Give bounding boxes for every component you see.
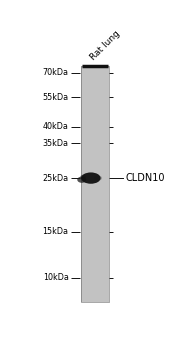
Ellipse shape [81,173,101,184]
Ellipse shape [77,177,86,183]
Ellipse shape [94,176,102,181]
Text: 15kDa: 15kDa [42,228,69,237]
Text: 35kDa: 35kDa [42,139,69,148]
Bar [81,66,109,302]
Text: 10kDa: 10kDa [43,273,69,282]
Ellipse shape [80,175,86,179]
Text: 25kDa: 25kDa [42,174,69,183]
Text: Rat lung: Rat lung [89,29,122,62]
Text: 40kDa: 40kDa [43,122,69,131]
Text: 70kDa: 70kDa [42,69,69,77]
Text: CLDN10: CLDN10 [126,173,165,183]
Text: 55kDa: 55kDa [42,93,69,102]
